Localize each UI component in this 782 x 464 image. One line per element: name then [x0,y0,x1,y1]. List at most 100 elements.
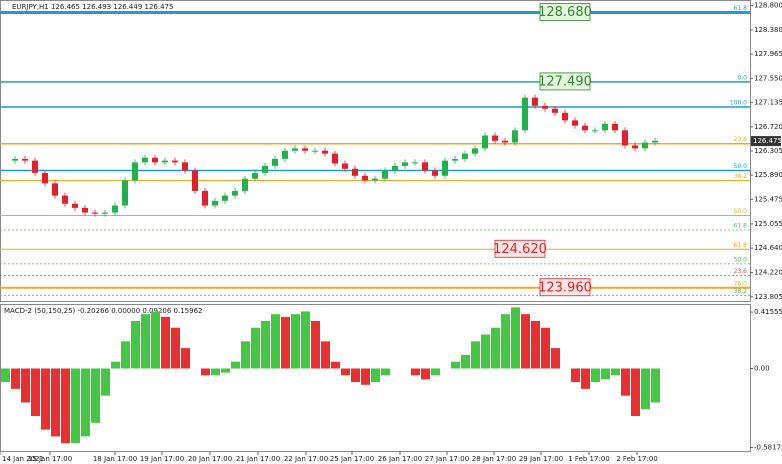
macd-bar [351,368,360,383]
candle [122,180,128,206]
candle [72,203,78,208]
macd-bar [301,311,310,369]
macd-bar [261,320,270,369]
x-tick-label: 20 Jan 17:00 [188,455,232,463]
candle [402,162,408,166]
current-price-box [751,136,781,147]
x-tick-label: 25 Jan 17:00 [330,455,374,463]
macd-bar [611,368,620,376]
y-tick-label: 125.475 [754,195,782,203]
chart-title: EURJPY,H1 126.465 126.493 126.449 126.47… [12,3,173,11]
candle [482,135,488,149]
fib-label: 0.0 [737,74,747,81]
fib-label: 38.2 [734,173,748,180]
macd-bar [291,314,300,369]
macd-bar [201,368,210,376]
macd-bar [31,368,40,417]
candle [622,130,628,146]
fib-label: 50.0 [734,208,748,215]
macd-bar [321,341,330,369]
candle [132,162,138,181]
macd-bar [91,368,100,423]
y-tick-label: 127.550 [754,74,782,82]
macd-bar [571,368,580,383]
macd-bar [41,368,50,430]
macd-bar [411,368,420,376]
y-tick-label: 124.640 [754,244,782,252]
candle [572,120,578,126]
macd-bar [51,368,60,437]
macd-bar [531,320,540,369]
candle [342,163,348,169]
candle [242,178,248,191]
candle [292,148,298,151]
macd-bar [501,314,510,369]
candle [52,183,58,196]
candle [162,160,168,163]
macd-y-tick-label: -0.58172 [754,444,782,452]
x-tick-label: 27 Jan 17:00 [425,455,469,463]
fib-label: 50.0 [734,163,748,170]
fib-label: 100.0 [730,99,747,106]
candle [382,170,388,179]
candle [502,140,508,143]
candle [42,172,48,184]
candle [192,170,198,191]
candle [152,157,158,163]
candle [422,162,428,171]
candle [172,160,178,163]
macd-bar [161,316,170,369]
price-box [539,72,591,91]
candle [112,205,118,213]
candle [32,160,38,173]
x-tick-label: 2 Feb 17:00 [616,455,657,463]
candle [372,178,378,181]
macd-bar [121,341,130,369]
macd-bar [171,327,180,369]
candle [652,140,658,143]
fib-label: 61.8 [734,242,748,249]
candle [412,162,418,164]
candle [12,158,18,161]
candle [552,108,558,113]
fib-label: 50.0 [734,256,748,263]
candle [222,195,228,201]
macd-bar [251,327,260,369]
candle [462,153,468,159]
x-tick-label: 26 Jan 17:00 [378,455,422,463]
macd-bar [641,368,650,410]
candle [332,153,338,164]
fib-label: 61.8 [734,5,748,12]
candle [62,195,68,204]
candle [272,158,278,166]
candle [612,123,618,131]
candle [352,168,358,176]
candle [92,212,98,214]
x-tick-label: 28 Jan 17:00 [472,455,516,463]
macd-bar [101,368,110,396]
x-tick-label: 1 Feb 17:00 [568,455,609,463]
candle [472,148,478,154]
price-box [494,239,546,258]
candle [362,175,368,181]
macd-bar [581,368,590,389]
macd-bar [71,368,80,444]
candle [22,158,28,161]
macd-bar [281,316,290,369]
macd-bar [601,368,610,380]
macd-bar [451,361,460,369]
macd-bar [551,348,560,369]
candle [262,165,268,173]
price-box-label: 128.680 [538,5,592,20]
candle [142,157,148,163]
macd-bar [151,311,160,369]
candle [82,207,88,213]
candle [492,135,498,141]
x-tick-label: 18 Jan 17:00 [93,455,137,463]
macd-bar [81,368,90,437]
candle [522,97,528,131]
macd-bar [631,368,640,417]
price-box [539,3,591,21]
macd-bar [241,341,250,369]
y-tick-label: 128.380 [754,26,782,34]
